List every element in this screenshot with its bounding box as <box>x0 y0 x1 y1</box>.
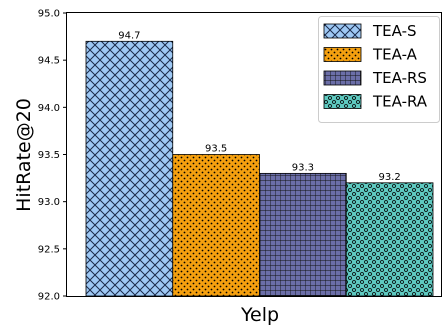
legend: TEA-S TEA-A TEA-RS TEA-RA <box>318 16 440 123</box>
x-category-label: Yelp <box>240 304 279 326</box>
y-tick-label: 93.0 <box>38 197 60 208</box>
legend-label-tea-ra: TEA-RA <box>372 93 428 111</box>
data-label-tea-s: 94.7 <box>118 30 140 41</box>
y-tick-label: 93.5 <box>38 150 60 161</box>
bar-tea-s <box>85 40 174 297</box>
data-labels-layer: 94.7 93.5 93.3 93.2 <box>118 30 401 183</box>
legend-label-tea-a: TEA-A <box>372 46 418 64</box>
y-tick-label: 94.5 <box>38 56 60 67</box>
bar-tea-a <box>172 154 260 297</box>
data-label-tea-ra: 93.2 <box>378 172 400 183</box>
y-tick-label: 92.5 <box>38 244 60 255</box>
y-tick-label: 95.0 <box>38 9 60 20</box>
bar-tea-rs <box>259 172 347 297</box>
bar-tea-ra <box>345 182 434 297</box>
y-tick-label: 94.0 <box>38 103 60 114</box>
y-tick-label: 92.0 <box>38 292 60 303</box>
left-edge-fragment <box>0 12 3 297</box>
bars-layer <box>85 40 434 297</box>
legend-label-tea-s: TEA-S <box>372 22 417 40</box>
legend-swatch-tea-a <box>323 47 362 62</box>
legend-swatch-tea-ra <box>323 94 362 109</box>
y-axis-label: HitRate@20 <box>13 98 35 212</box>
y-axis-ticks: 92.0 92.5 93.0 93.5 94.0 94.5 95.0 <box>38 9 67 303</box>
legend-label-tea-rs: TEA-RS <box>372 69 427 87</box>
legend-swatch-tea-rs <box>323 70 362 86</box>
legend-swatch-tea-s <box>323 23 362 39</box>
data-label-tea-rs: 93.3 <box>292 162 314 173</box>
data-label-tea-a: 93.5 <box>205 144 227 155</box>
